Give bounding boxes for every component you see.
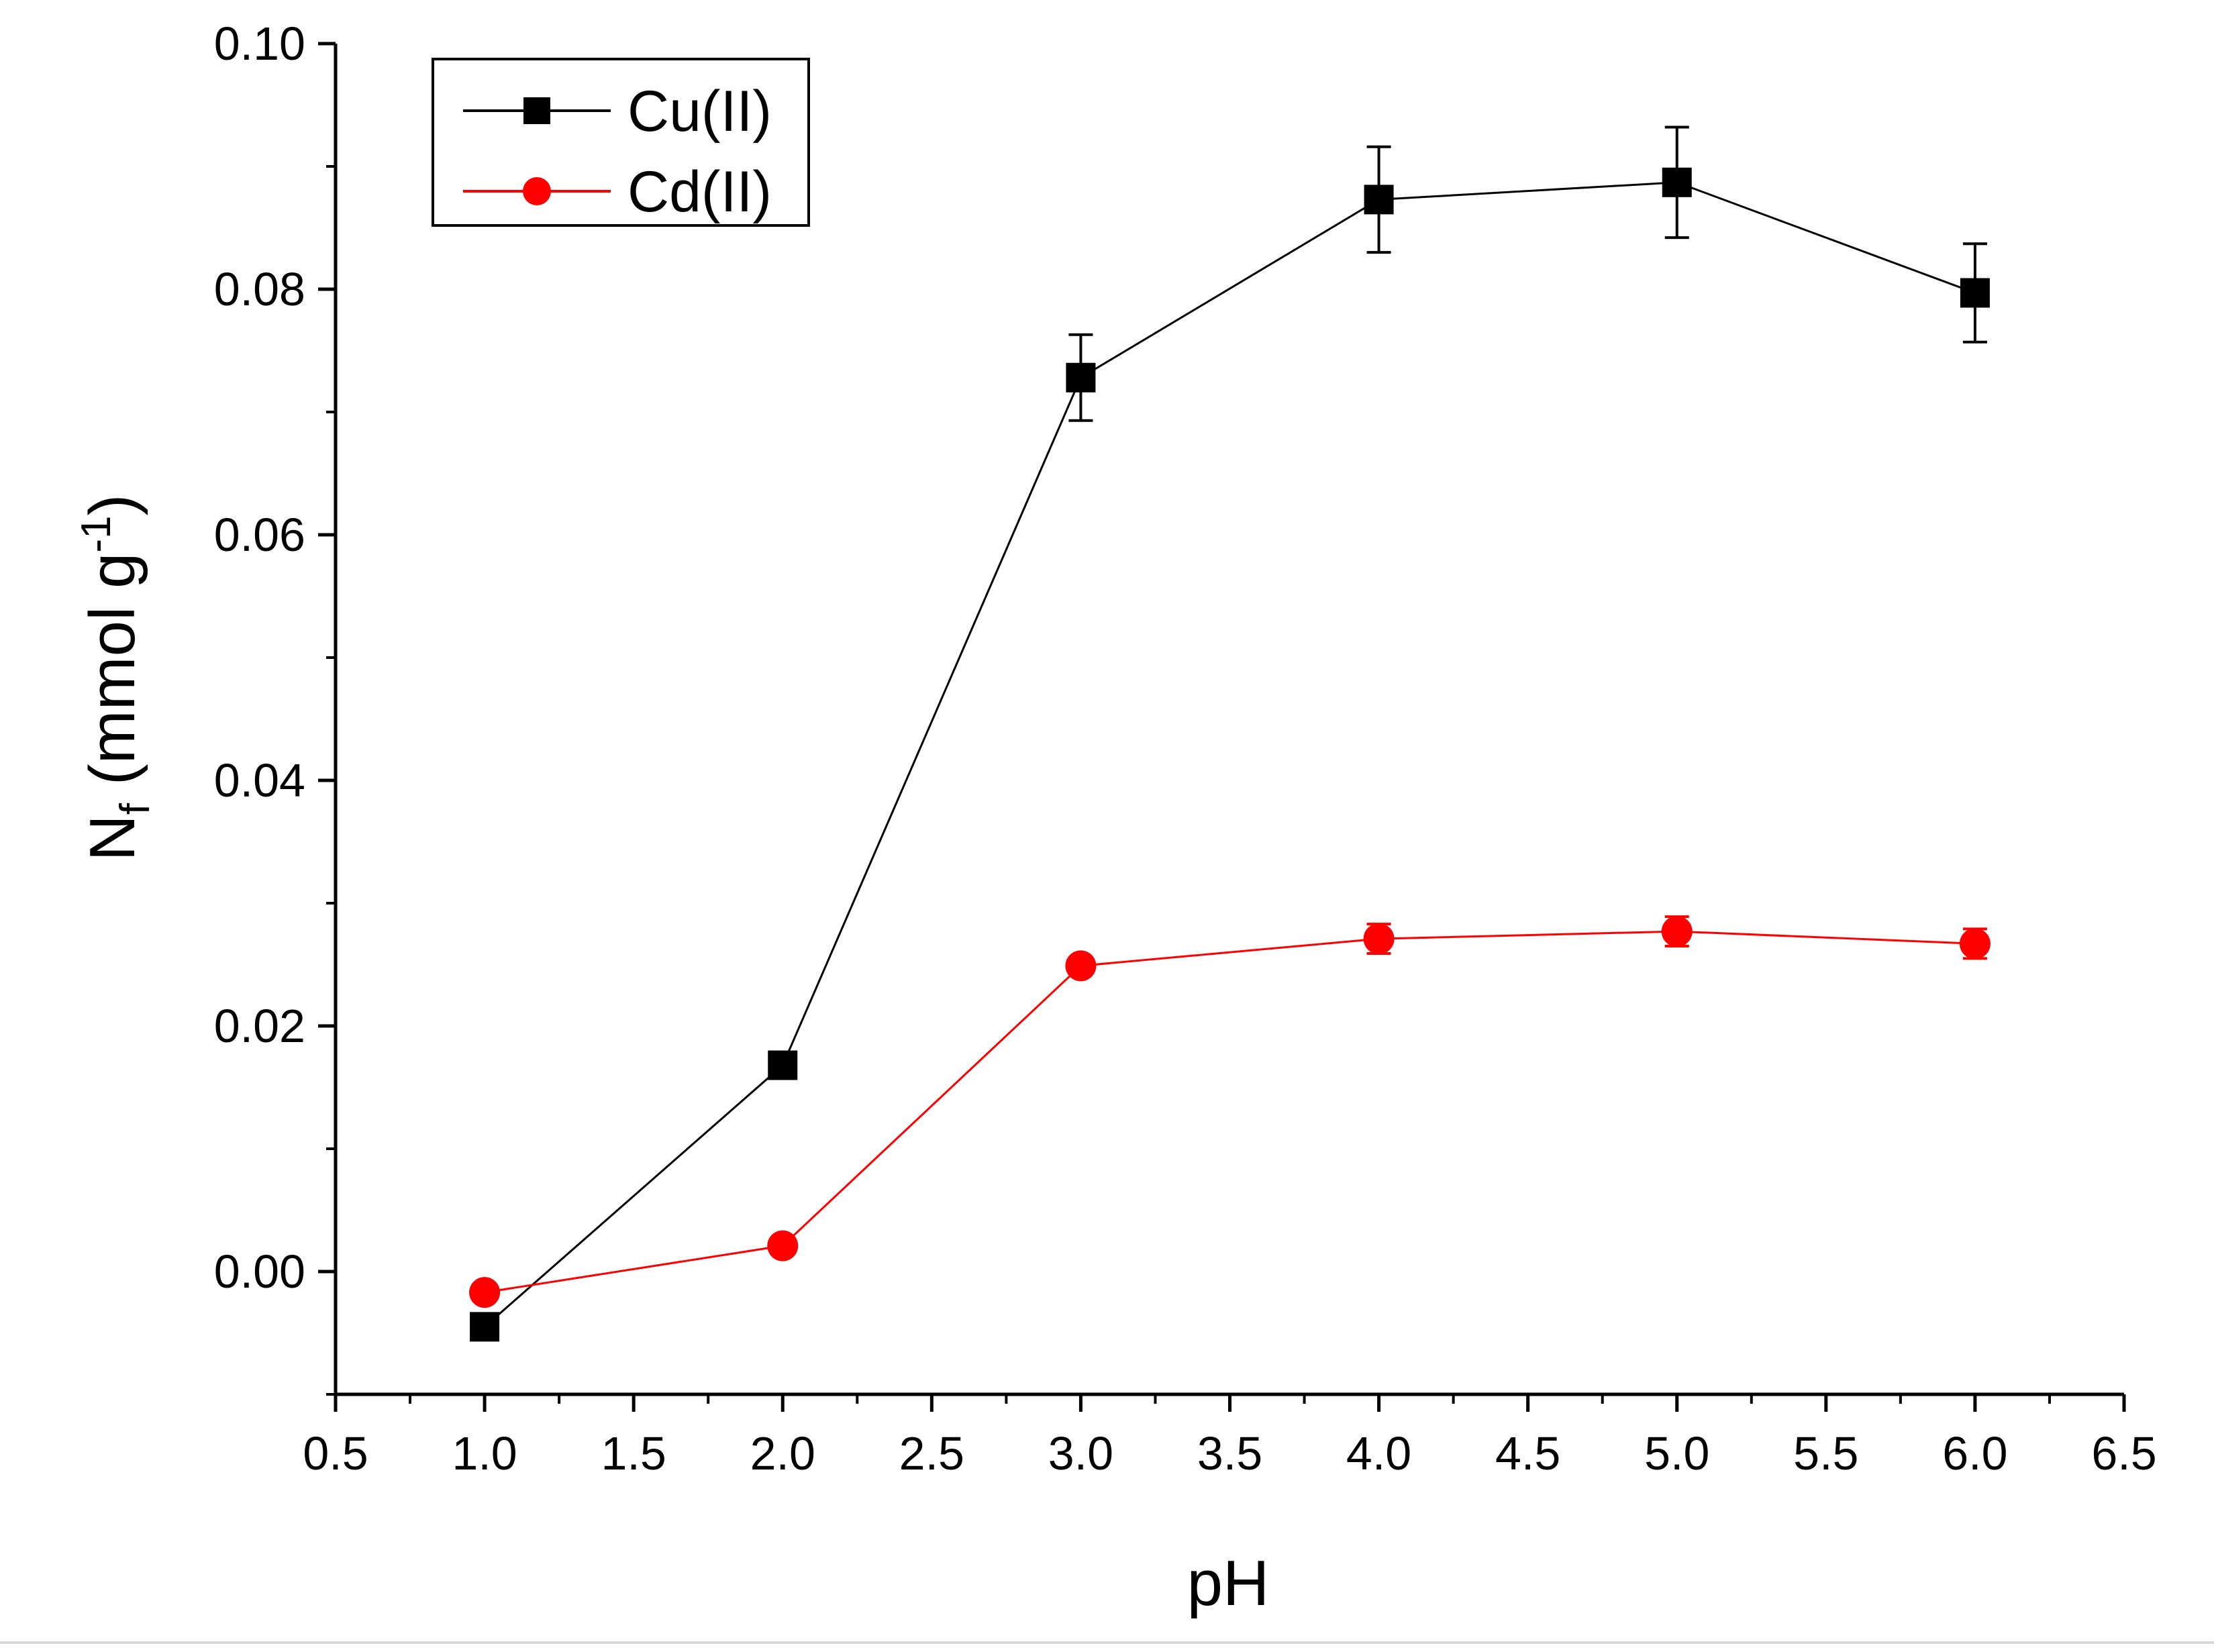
legend-label-cd: Cd(II) bbox=[627, 160, 772, 224]
data-point bbox=[1960, 278, 1990, 308]
x-tick-label: 0.5 bbox=[303, 1427, 368, 1480]
tick-labels: 0.5 1.0 1.5 2.0 2.5 3.0 3.5 4.0 4.5 5.0 5.5 6.0 6.5 0… bbox=[214, 17, 2157, 1480]
series-line bbox=[484, 930, 1975, 1294]
legend-label-cu: Cu(II) bbox=[627, 79, 772, 144]
y-axis-title-main: N bbox=[77, 815, 148, 861]
data-point bbox=[470, 1312, 500, 1342]
data-point bbox=[768, 1050, 798, 1080]
y-axis-title-subscript: f bbox=[112, 803, 158, 815]
x-tick-label: 6.5 bbox=[2091, 1427, 2156, 1480]
y-axis-title-superscript: -1 bbox=[73, 515, 119, 552]
x-tick-label: 3.0 bbox=[1048, 1427, 1113, 1480]
x-tick-label: 1.0 bbox=[452, 1427, 517, 1480]
series-circle bbox=[469, 915, 1991, 1308]
tick-marks bbox=[318, 42, 2126, 1412]
x-tick-label: 4.5 bbox=[1495, 1427, 1560, 1480]
data-point bbox=[1959, 928, 1991, 960]
x-tick-label: 2.5 bbox=[899, 1427, 964, 1480]
series bbox=[469, 125, 1991, 1342]
x-tick-label: 5.5 bbox=[1793, 1427, 1858, 1480]
x-tick-label: 1.5 bbox=[601, 1427, 666, 1480]
legend-marker-cd bbox=[523, 177, 551, 205]
data-point bbox=[469, 1277, 501, 1308]
y-tick-label: 0.10 bbox=[214, 17, 305, 70]
legend-marker-cu bbox=[523, 97, 550, 124]
x-tick-label: 2.0 bbox=[750, 1427, 815, 1480]
data-point bbox=[1065, 950, 1097, 982]
y-tick-label: 0.00 bbox=[214, 1245, 305, 1298]
y-tick-label: 0.04 bbox=[214, 754, 305, 807]
x-tick-label: 3.5 bbox=[1197, 1427, 1262, 1480]
y-axis-title-unit-open: (mmol g bbox=[77, 553, 148, 803]
y-axis-title-unit-close: ) bbox=[77, 494, 148, 515]
data-point bbox=[1363, 923, 1395, 955]
series-line bbox=[484, 181, 1976, 1328]
x-tick-label: 5.0 bbox=[1644, 1427, 1709, 1480]
y-axis-title: Nf (mmol g-1) bbox=[73, 494, 158, 861]
x-tick-label: 6.0 bbox=[1942, 1427, 2007, 1480]
y-tick-label: 0.06 bbox=[214, 509, 305, 561]
y-tick-label: 0.02 bbox=[214, 1000, 305, 1052]
x-tick-label: 4.0 bbox=[1346, 1427, 1411, 1480]
data-point bbox=[1066, 362, 1096, 393]
series-square bbox=[470, 125, 1990, 1342]
x-axis-title: pH bbox=[1187, 1547, 1270, 1619]
data-point bbox=[1661, 916, 1693, 947]
legend: Cu(II) Cd(II) bbox=[432, 58, 810, 227]
data-point bbox=[1364, 185, 1394, 215]
data-point bbox=[1662, 167, 1692, 197]
legend-box bbox=[432, 58, 810, 227]
y-tick-label: 0.08 bbox=[214, 263, 305, 315]
data-point bbox=[767, 1230, 799, 1261]
